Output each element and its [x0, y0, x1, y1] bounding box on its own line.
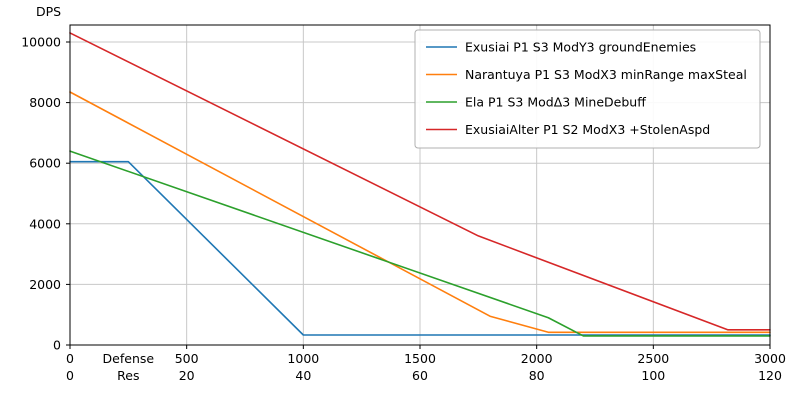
legend-label: Exusiai P1 S3 ModY3 groundEnemies	[465, 40, 696, 55]
y-tick-label: 8000	[29, 95, 61, 110]
legend: Exusiai P1 S3 ModY3 groundEnemies Narantu…	[414, 29, 761, 149]
x-tick-label: 0	[66, 351, 74, 366]
x-tick-label: 3000	[754, 351, 786, 366]
legend-item: Exusiai P1 S3 ModY3 groundEnemies	[426, 40, 696, 55]
x-tick-label-secondary: 60	[412, 368, 428, 383]
series-line-2	[69, 150, 771, 337]
x-tick-label-secondary: 20	[179, 368, 195, 383]
x-tick-label-secondary: 120	[758, 368, 782, 383]
x-tick-label: 2000	[521, 351, 553, 366]
x-tick-label: 500	[175, 351, 199, 366]
legend-item: Ela P1 S3 ModΔ3 MineDebuff	[426, 95, 646, 110]
y-tick-label: 4000	[29, 216, 61, 231]
x-axis-label-defense: Defense	[103, 351, 155, 366]
x-tick-label-secondary: 100	[641, 368, 665, 383]
series-line-1	[69, 91, 771, 334]
y-tick-label: 6000	[29, 156, 61, 171]
x-tick-label: 1500	[404, 351, 436, 366]
legend-label: Narantuya P1 S3 ModX3 minRange maxSteal	[465, 67, 747, 82]
y-tick-label: 0	[53, 338, 61, 353]
x-tick-label-secondary: 0	[66, 368, 74, 383]
legend-label: ExusiaiAlter P1 S2 ModX3 +StolenAspd	[465, 122, 710, 137]
x-tick-label-secondary: 80	[529, 368, 545, 383]
series-line-3	[69, 32, 771, 331]
legend-label: Ela P1 S3 ModΔ3 MineDebuff	[465, 95, 646, 110]
y-tick-label: 2000	[29, 277, 61, 292]
x-tick-label-secondary: 40	[295, 368, 311, 383]
legend-item: Narantuya P1 S3 ModX3 minRange maxSteal	[426, 67, 747, 82]
legend-item: ExusiaiAlter P1 S2 ModX3 +StolenAspd	[426, 122, 710, 137]
legend-box	[414, 29, 761, 149]
x-tick-label: 1000	[287, 351, 319, 366]
y-tick-label: 10000	[21, 35, 61, 50]
x-axis-label-res: Res	[117, 368, 139, 383]
x-tick-label: 2500	[637, 351, 669, 366]
y-axis-label-dps: DPS	[36, 4, 61, 19]
